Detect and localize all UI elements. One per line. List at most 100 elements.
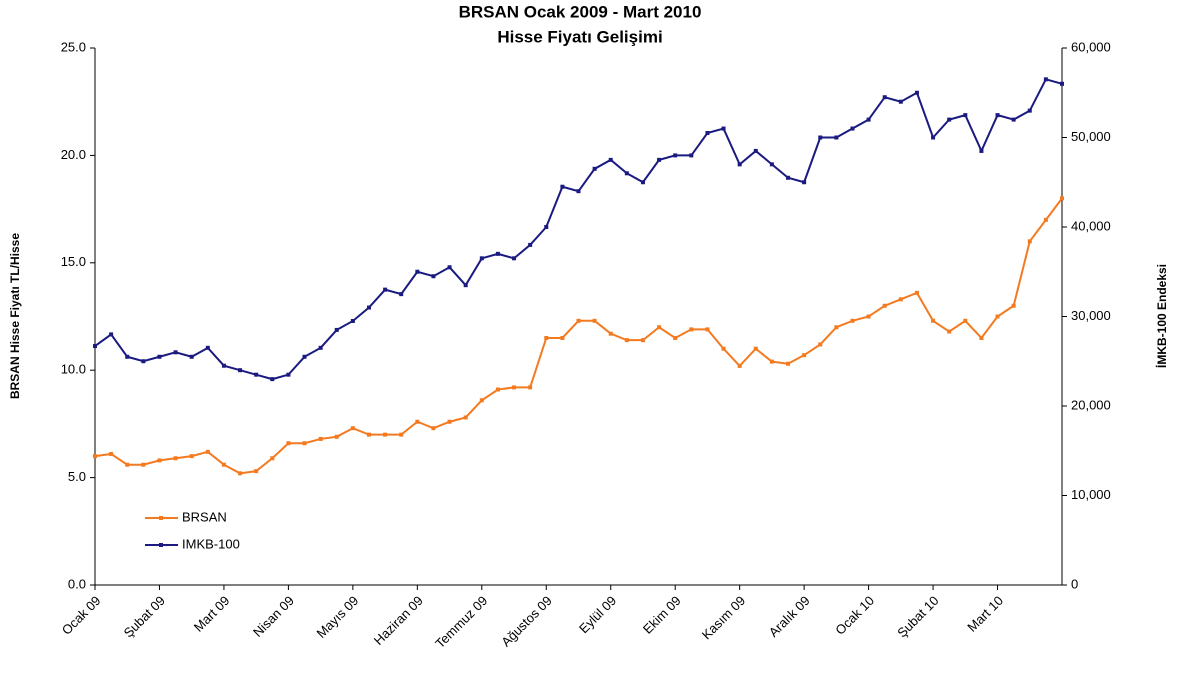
point	[238, 471, 243, 476]
point	[318, 436, 323, 441]
point	[463, 283, 468, 288]
point	[544, 225, 549, 229]
point	[963, 113, 968, 118]
point	[286, 441, 291, 446]
point	[995, 314, 1000, 319]
point	[576, 189, 581, 194]
point	[479, 256, 484, 261]
point	[786, 175, 791, 180]
point	[802, 353, 807, 358]
y-axis-label: BRSAN Hisse Fiyatı TL/Hisse	[8, 233, 22, 399]
point	[1011, 303, 1016, 308]
point	[1027, 239, 1032, 244]
x-tick-label: Eylül 09	[576, 593, 619, 636]
point	[431, 274, 436, 279]
point	[495, 251, 500, 256]
point	[463, 415, 468, 420]
point	[979, 148, 984, 153]
point	[189, 354, 194, 359]
legend-marker	[159, 543, 163, 547]
point	[737, 162, 742, 167]
point	[383, 432, 388, 437]
point	[189, 454, 194, 459]
point	[415, 419, 420, 424]
point	[866, 314, 871, 319]
series-line	[94, 197, 1063, 475]
point	[221, 462, 226, 467]
point	[560, 335, 565, 340]
point	[447, 419, 452, 424]
x-tick-label: Ocak 09	[59, 593, 104, 638]
point	[334, 327, 339, 332]
yticks-label: 10.0	[61, 362, 86, 377]
x-tick-label: Temmuz 09	[432, 593, 490, 651]
point	[931, 318, 936, 323]
point	[1043, 77, 1048, 82]
point	[544, 335, 549, 340]
point	[350, 426, 355, 431]
point	[705, 131, 710, 136]
point	[495, 387, 500, 392]
x-tick-label: Kasım 09	[699, 593, 748, 642]
point	[286, 372, 291, 377]
point	[173, 456, 178, 461]
point	[399, 432, 404, 437]
point	[834, 135, 839, 140]
point	[205, 345, 210, 350]
point	[673, 335, 678, 340]
yticks-label: 5.0	[68, 469, 86, 484]
x-tick-label: Nisan 09	[250, 593, 297, 640]
point	[995, 113, 1000, 118]
point	[818, 342, 823, 347]
point	[689, 327, 694, 332]
point	[737, 363, 742, 368]
x-tick-label: Ağustos 09	[498, 593, 555, 650]
chart-subtitle: Hisse Fiyatı Gelişimi	[497, 27, 662, 46]
point	[238, 368, 243, 373]
point	[818, 135, 823, 140]
x-tick-label: Mart 09	[191, 593, 233, 635]
y2-axis-label: İMKB-100 Endeksi	[1154, 264, 1169, 368]
y2ticks-label: 0	[1071, 576, 1078, 591]
point	[560, 184, 565, 189]
x-tick-label: Ekim 09	[640, 593, 684, 637]
point	[383, 287, 388, 292]
point	[157, 354, 162, 359]
point	[512, 256, 517, 261]
point	[399, 292, 404, 297]
point	[205, 449, 210, 454]
point	[125, 462, 130, 467]
x-tick-label: Haziran 09	[371, 593, 426, 648]
point	[528, 385, 533, 390]
y2ticks-label: 20,000	[1071, 397, 1111, 412]
point	[624, 171, 629, 176]
yticks-label: 25.0	[61, 39, 86, 54]
point	[1060, 196, 1064, 201]
point	[125, 354, 130, 359]
y2ticks-label: 50,000	[1071, 129, 1111, 144]
x-tick-label: Şubat 09	[121, 593, 168, 640]
point	[415, 269, 420, 274]
point	[1060, 81, 1064, 86]
legend-label: BRSAN	[182, 509, 227, 524]
x-tick-label: Ocak 10	[832, 593, 877, 638]
point	[673, 153, 678, 158]
point	[334, 434, 339, 439]
point	[963, 318, 968, 323]
point	[769, 359, 774, 364]
point	[528, 242, 533, 247]
point	[1043, 217, 1048, 222]
point	[657, 157, 662, 162]
point	[689, 153, 694, 158]
y2ticks-label: 30,000	[1071, 308, 1111, 323]
legend-marker	[159, 516, 163, 520]
point	[721, 126, 726, 131]
point	[931, 135, 936, 140]
point	[834, 325, 839, 330]
point	[898, 297, 903, 302]
point	[640, 338, 645, 343]
point	[366, 305, 371, 310]
point	[479, 398, 484, 403]
point	[608, 157, 613, 162]
